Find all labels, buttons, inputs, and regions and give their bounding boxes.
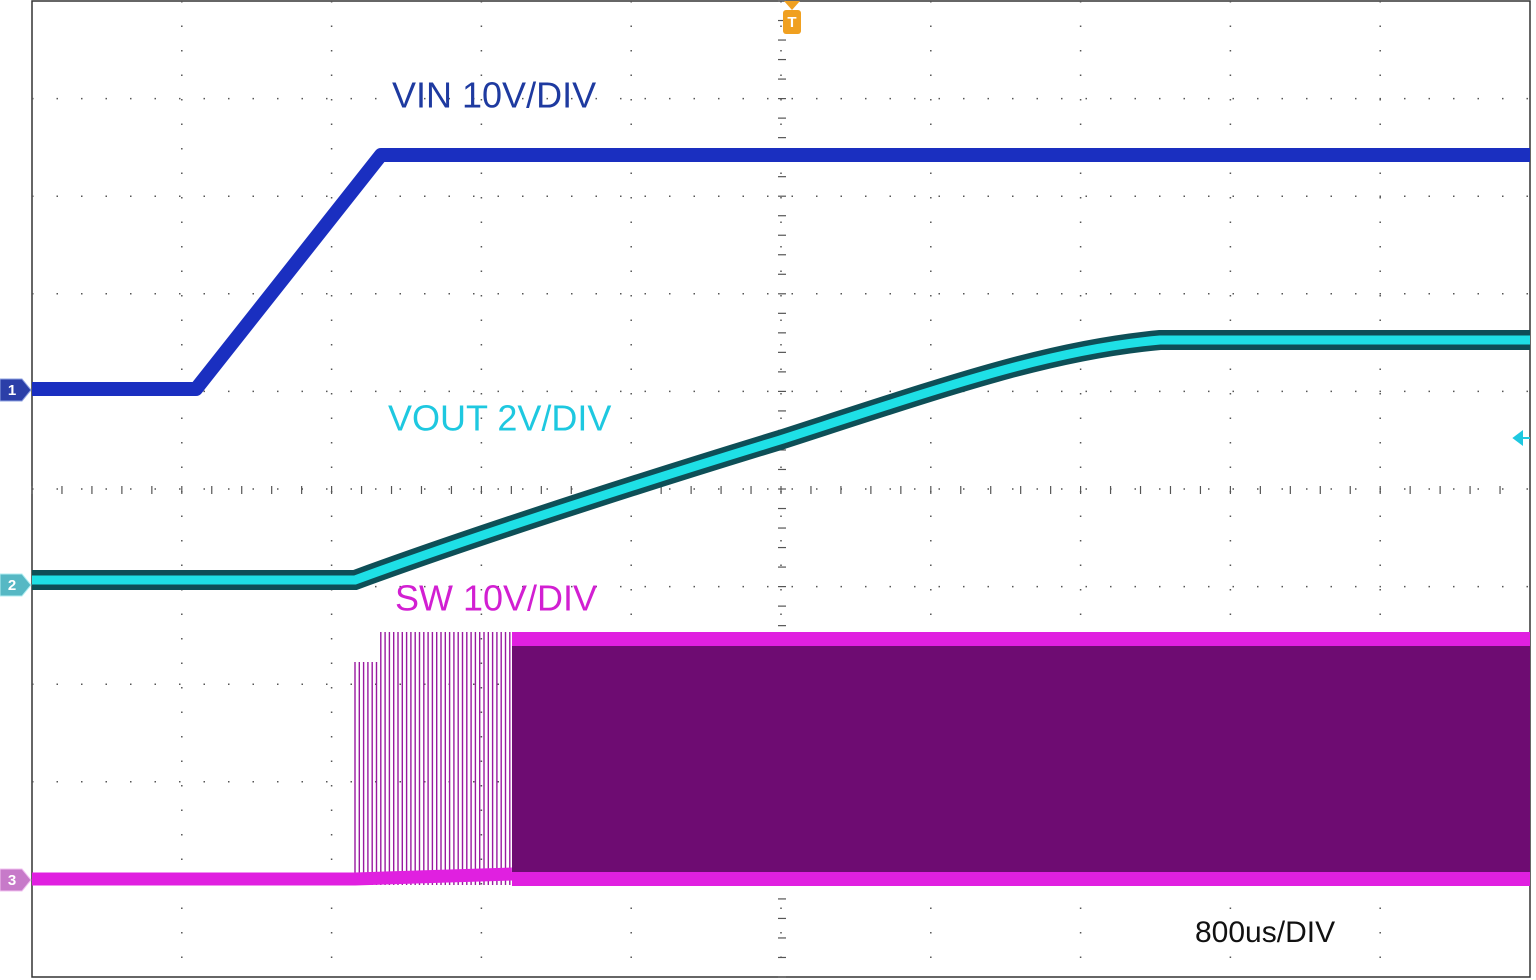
sw-trace [32, 632, 1530, 886]
vin-trace [32, 148, 1530, 396]
timebase-label: 800us/DIV [1195, 916, 1335, 949]
sw-low-edge [512, 872, 1530, 886]
ch2-marker-text: 2 [8, 577, 16, 594]
vout-trace [32, 335, 1530, 585]
ch3-marker-text: 3 [8, 872, 16, 889]
sw-switching-band [512, 636, 1530, 886]
trigger-arrow [784, 1, 800, 10]
ch2-marker: 2 [0, 573, 32, 597]
trigger-text: T [787, 14, 796, 31]
trigger-level-marker [1512, 430, 1530, 446]
sw-high-edge [512, 632, 1530, 646]
graticule [31, 0, 1530, 978]
trigger-marker: T [783, 1, 801, 34]
vout-label: VOUT 2V/DIV [388, 398, 611, 439]
vin-label: VIN 10V/DIV [392, 75, 596, 116]
sw-baseline [32, 867, 513, 886]
sw-startup-pulses [354, 632, 511, 885]
ch1-marker: 1 [0, 378, 32, 402]
ch2-marker-shape [0, 573, 32, 597]
ch3-marker: 3 [0, 868, 32, 892]
trigger-box [783, 10, 801, 34]
ch3-marker-shape [0, 868, 32, 892]
sw-label: SW 10V/DIV [395, 578, 597, 619]
ch1-marker-shape [0, 378, 32, 402]
ch1-marker-text: 1 [8, 382, 16, 399]
